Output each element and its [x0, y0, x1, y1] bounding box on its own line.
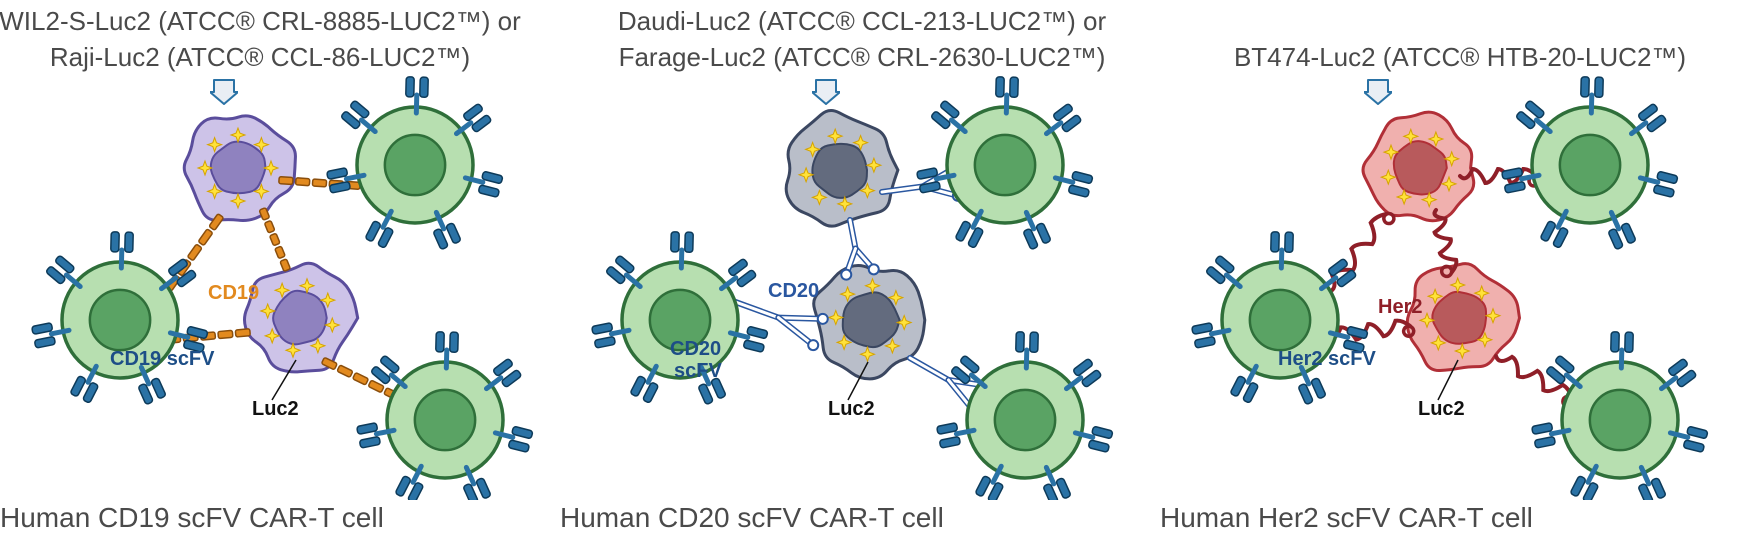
target-cell: [786, 111, 898, 227]
antigen-connector: [259, 208, 290, 272]
t-cell: [1532, 332, 1708, 500]
target-cell: [1407, 264, 1519, 371]
diagram-label: Her2: [1378, 296, 1422, 319]
t-cell: [1502, 77, 1678, 250]
antigen-connector: [1322, 207, 1395, 298]
target-cell: [244, 263, 357, 372]
diagram-label: CD20: [768, 280, 819, 303]
t-cell: [937, 332, 1113, 500]
target-cell: [184, 116, 295, 221]
diagram-label: Luc2: [1418, 398, 1465, 421]
target-cell: [814, 266, 925, 379]
panel-caption: Human CD19 scFV CAR-T cell: [0, 502, 384, 534]
panel-caption: Human CD20 scFV CAR-T cell: [560, 502, 944, 534]
t-cell: [327, 77, 503, 250]
diagram-label: Her2 scFV: [1278, 348, 1376, 371]
diagram-label: Luc2: [828, 398, 875, 421]
t-cell: [357, 332, 533, 500]
t-cell: [917, 77, 1093, 250]
panel-svg: [0, 0, 560, 500]
diagram-label: Luc2: [252, 398, 299, 421]
diagram-label: CD19 scFV: [110, 348, 215, 371]
diagram-label: CD20: [670, 338, 721, 361]
target-cell: [1363, 112, 1474, 221]
diagram-label: CD19: [208, 282, 259, 305]
panel: CD20CD20scFVLuc2: [560, 0, 1160, 500]
diagram-label: scFV: [674, 360, 722, 383]
t-cell: [32, 232, 208, 405]
t-cell: [1192, 232, 1368, 405]
panel-svg: [1160, 0, 1754, 500]
panel: Her2 Her2 scFV Luc2: [1160, 0, 1754, 500]
panel-svg: [560, 0, 1160, 500]
panel: CD19 CD19 scFV Luc2: [0, 0, 560, 500]
antigen-connector: [1327, 319, 1414, 346]
panel-caption: Human Her2 scFV CAR-T cell: [1160, 502, 1533, 534]
